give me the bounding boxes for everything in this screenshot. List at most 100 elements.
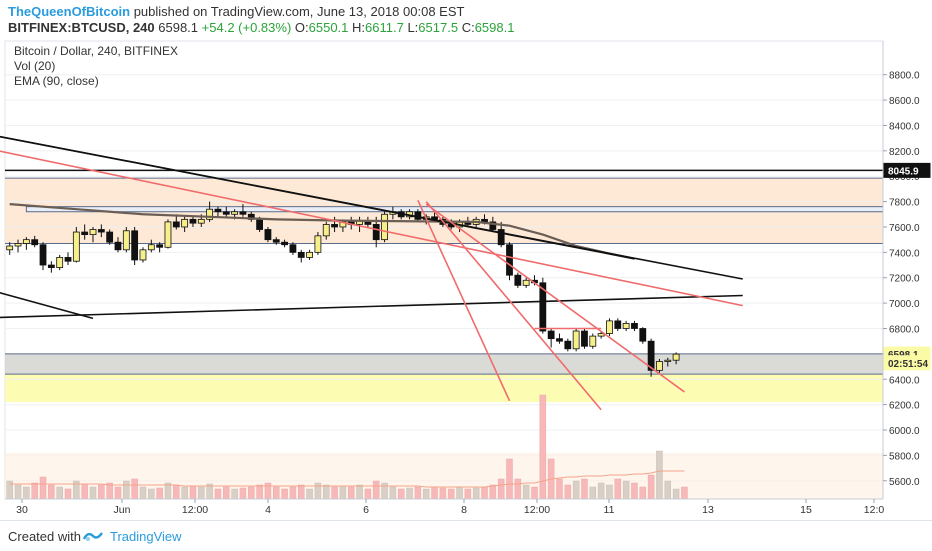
candle-up [56, 257, 64, 268]
price-axis[interactable]: 8800.08600.08400.08200.08000.07800.07600… [882, 41, 920, 499]
volume-bar [572, 480, 580, 500]
candle-down [614, 320, 622, 329]
tradingview-link[interactable]: TradingView [110, 529, 182, 544]
price-tick-label: 8800.0 [889, 71, 920, 82]
candle-down [64, 257, 72, 262]
volume-bar [131, 478, 138, 500]
last-price: 6598.1 [158, 20, 199, 35]
trendline-red-2 [425, 201, 602, 411]
candle-up [197, 218, 205, 224]
volume-bar [397, 488, 405, 500]
candle-up [672, 353, 680, 361]
price-tick-label: 6400.0 [889, 375, 920, 386]
candle-down [556, 338, 563, 342]
open-value: 6550.1 [308, 20, 349, 35]
volume-bar [347, 486, 355, 500]
volume-bar [431, 486, 438, 500]
low-value: 6517.5 [418, 20, 459, 35]
time-tick-label: 4 [265, 504, 271, 516]
legend-symbol: Bitcoin / Dollar, 240, BITFINEX [14, 44, 178, 58]
trendline-red-0 [0, 150, 743, 307]
candle-up [147, 244, 155, 251]
volume-pane [5, 394, 883, 500]
candle-up [22, 239, 30, 244]
candle-down [372, 224, 380, 241]
candle-down [631, 323, 638, 329]
volume-bar [656, 450, 663, 500]
candle-down [297, 251, 305, 258]
candle-up [89, 229, 97, 235]
legend-ema: EMA (90, close) [14, 74, 99, 88]
volume-bar [672, 488, 680, 500]
volume-bar [614, 478, 622, 500]
volume-bar [539, 394, 547, 500]
candle-up [181, 218, 189, 228]
volume-bar [497, 478, 505, 500]
candle-down [39, 244, 47, 266]
high-value: 6611.7 [365, 20, 404, 35]
volume-bar [406, 487, 413, 500]
time-tick-label: 12:00 [524, 504, 550, 516]
volume-bar [364, 488, 372, 500]
candle-up [72, 231, 80, 262]
plot-area [4, 40, 884, 500]
volume-bar [198, 486, 205, 500]
level-marker-box [883, 162, 931, 178]
volume-bar [639, 486, 647, 500]
trendline-black-3 [0, 292, 94, 320]
volume-bar [439, 487, 447, 500]
close-label: C: [461, 20, 475, 35]
volume-bar [248, 486, 255, 500]
price-chart[interactable]: Bitcoin / Dollar, 240, BITFINEX Vol (20)… [0, 36, 932, 520]
time-tick-label: Jun [114, 504, 131, 516]
volume-bar [331, 486, 338, 500]
volume-bar [322, 484, 330, 500]
candle-up [522, 279, 530, 286]
volume-bar [564, 484, 572, 500]
close-value: 6598.1 [474, 20, 515, 35]
candle-down [281, 241, 288, 246]
volume-bar [139, 486, 147, 500]
time-axis[interactable]: 30 Jun 12:00 4 6 8 12:00 11 13 15 12:0 [5, 498, 884, 516]
time-tick-label: 8 [461, 504, 467, 516]
candle-down [31, 239, 39, 246]
candle-up [122, 230, 130, 251]
candle-down [239, 211, 247, 215]
volume-bar [23, 486, 30, 500]
candle-up [206, 208, 214, 220]
tradingview-logo-icon [82, 532, 103, 541]
time-tick-label: 12:00 [182, 504, 208, 516]
volume-bar [64, 488, 72, 500]
volume-bar [514, 478, 522, 500]
candle-up [314, 235, 322, 253]
chart-legend: Bitcoin / Dollar, 240, BITFINEX Vol (20)… [14, 44, 178, 88]
time-tick-label: 6 [363, 504, 369, 516]
legend-volume: Vol (20) [14, 59, 55, 73]
candle-down [506, 244, 513, 276]
volume-bar [456, 486, 463, 500]
volume-bar [156, 487, 163, 500]
volume-bar [148, 488, 155, 500]
candle-up [322, 224, 330, 237]
volume-bar [506, 458, 513, 500]
volume-bar [472, 487, 480, 500]
volume-bar [214, 488, 222, 500]
candle-up [6, 245, 14, 251]
volume-bar [56, 486, 63, 500]
volume-bar [589, 486, 597, 500]
candle-down [97, 229, 105, 233]
candle-up [597, 333, 605, 337]
volume-bar [281, 488, 288, 500]
volume-bar [647, 474, 655, 500]
price-tick-label: 7800.0 [889, 198, 920, 209]
candle-down [264, 229, 272, 241]
candle-up [139, 249, 147, 261]
volume-bar [414, 486, 422, 500]
price-tick-label: 7000.0 [889, 299, 920, 310]
trendlines [0, 135, 743, 411]
chart-header: TheQueenOfBitcoin published on TradingVi… [8, 2, 928, 36]
candle-down [114, 241, 122, 251]
price-tick-label: 6200.0 [889, 401, 920, 412]
author-link[interactable]: TheQueenOfBitcoin [8, 4, 131, 19]
candle-up [589, 335, 597, 347]
